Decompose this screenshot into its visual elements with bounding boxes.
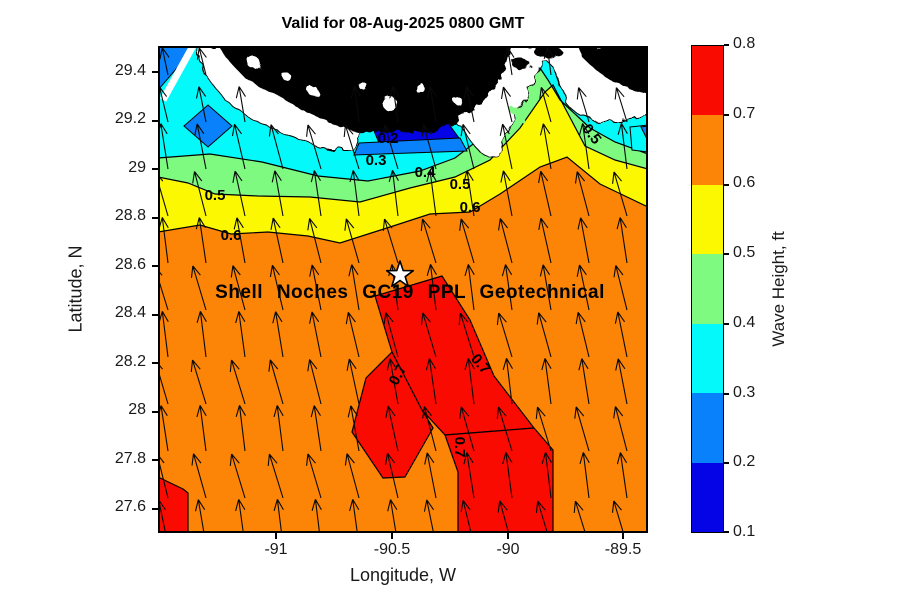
colorbar-band-0_1-0_2 <box>692 462 723 532</box>
y-tick-label: 28.8 <box>114 207 146 224</box>
marsh-streak <box>159 46 197 102</box>
tick-mark <box>724 393 729 395</box>
x-axis-label: Longitude, W <box>349 565 457 585</box>
contour-label: 0.5 <box>450 176 471 193</box>
sea-band-0_7-0_8 <box>158 275 554 533</box>
colorbar-tick-label: 0.2 <box>733 453 756 470</box>
wave-direction-arrows <box>158 46 628 533</box>
colorbar-label: Wave Height, ft <box>769 231 788 347</box>
x-tick-label: -91 <box>264 541 288 558</box>
sea-band-0_2-0_3-pocket <box>353 137 468 156</box>
tick-mark <box>152 508 158 510</box>
colorbar-tick-label: 0.5 <box>733 244 756 261</box>
colorbar-band-0_6-0_7 <box>692 115 723 185</box>
colorbar-tick-label: 0.6 <box>733 174 756 191</box>
tick-mark <box>724 44 729 46</box>
contour-label: 0.7 <box>451 437 468 458</box>
tick-mark <box>152 459 158 461</box>
y-tick-label: 29.4 <box>114 62 146 79</box>
y-tick-label: 29.2 <box>114 110 146 127</box>
contour-0_5 <box>158 84 648 203</box>
site-star-marker <box>385 260 415 288</box>
tick-mark <box>152 168 158 170</box>
tick-mark <box>152 71 158 73</box>
tick-mark <box>152 120 158 122</box>
tick-mark <box>152 314 158 316</box>
y-axis-label: Latitude, N <box>65 245 86 333</box>
tick-mark <box>152 411 158 413</box>
colorbar-tick-label: 0.8 <box>733 35 756 52</box>
tick-mark <box>507 533 509 539</box>
tick-mark <box>724 531 729 533</box>
colorbar-band-0_3-0_4 <box>692 323 723 394</box>
y-tick-label: 28.6 <box>114 256 146 273</box>
contour-label: 0.2 <box>378 130 399 147</box>
contour-0_6 <box>158 156 648 244</box>
y-tick-label: 27.8 <box>114 450 146 467</box>
contour-label: 0.4 <box>415 164 437 181</box>
y-tick-label: 28.4 <box>114 304 146 321</box>
figure-title: Valid for 08-Aug-2025 0800 GMT <box>281 15 525 32</box>
contour-label: 0.6 <box>221 227 242 244</box>
tick-mark <box>724 184 729 186</box>
y-tick-label: 29 <box>128 159 146 176</box>
tick-mark <box>724 462 729 464</box>
colorbar-band-0_7-0_8 <box>692 46 723 116</box>
y-tick-label: 28 <box>128 401 146 418</box>
colorbar-band-0_4-0_5 <box>692 254 723 324</box>
tick-mark <box>622 533 624 539</box>
y-tick-label: 28.2 <box>114 353 146 370</box>
tick-mark <box>724 253 729 255</box>
tick-mark <box>152 362 158 364</box>
x-tick-label: -90.5 <box>373 541 411 558</box>
tick-mark <box>152 217 158 219</box>
tick-mark <box>152 265 158 267</box>
wave-height-map: 0.5 0.6 0.2 0.3 0.4 0.5 0.6 0.5 0.7 0.7 … <box>158 46 648 533</box>
tick-mark <box>391 533 393 539</box>
plot-border <box>158 46 648 533</box>
contour-label: 0.5 <box>205 187 226 204</box>
y-tick-label: 27.6 <box>114 498 146 515</box>
colorbar-tick-label: 0.1 <box>733 523 756 540</box>
colorbar <box>691 45 724 533</box>
tick-mark <box>724 114 729 116</box>
contour-label: 0.3 <box>366 152 387 169</box>
colorbar-tick-label: 0.3 <box>733 384 756 401</box>
x-tick-label: -89.5 <box>604 541 642 558</box>
site-label: Shell Noches GC19 PPL Geotechnical <box>215 282 605 303</box>
tick-mark <box>724 323 729 325</box>
colorbar-tick-label: 0.7 <box>733 105 756 122</box>
tick-mark <box>275 533 277 539</box>
contour-label: 0.6 <box>460 199 481 216</box>
colorbar-band-0_2-0_3 <box>692 393 723 463</box>
colorbar-tick-label: 0.4 <box>733 314 756 331</box>
colorbar-band-0_5-0_6 <box>692 184 723 255</box>
land-mass <box>218 46 648 133</box>
x-tick-label: -90 <box>496 541 520 558</box>
